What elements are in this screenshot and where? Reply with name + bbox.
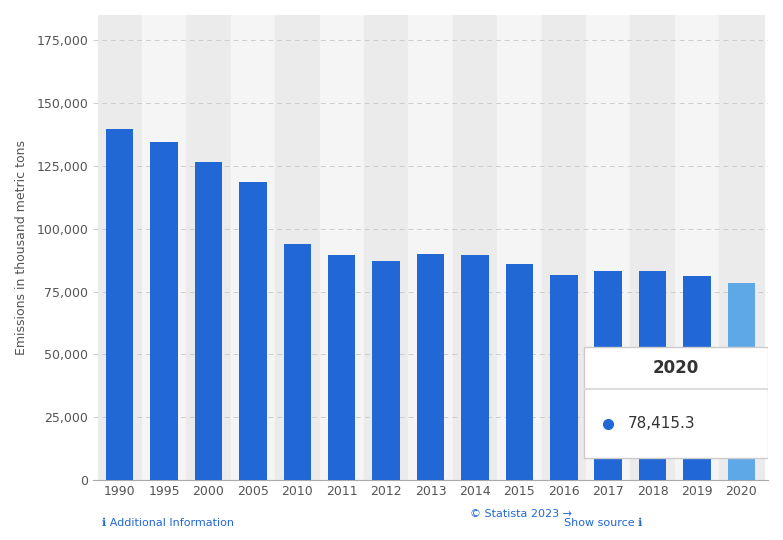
Bar [506, 264, 533, 480]
Bar [373, 261, 400, 480]
Bar [639, 272, 666, 480]
Text: © Statista 2023 →: © Statista 2023 → [470, 509, 572, 519]
Bar [727, 283, 755, 480]
Bar [186, 15, 231, 480]
Bar [719, 15, 763, 480]
Bar [583, 388, 768, 390]
Bar [328, 255, 355, 480]
Bar [239, 182, 267, 480]
Bar [142, 15, 186, 480]
Bar [684, 276, 711, 480]
Bar [542, 15, 586, 480]
Bar [195, 162, 222, 480]
Bar [283, 244, 311, 480]
Bar [675, 15, 719, 480]
Bar [583, 347, 768, 457]
Bar [550, 275, 578, 480]
Bar [497, 15, 542, 480]
Bar [231, 15, 275, 480]
Bar [453, 15, 497, 480]
Text: Show source ℹ: Show source ℹ [564, 518, 642, 528]
Bar [98, 15, 142, 480]
Bar [364, 15, 408, 480]
Bar [150, 142, 178, 480]
Bar [461, 255, 489, 480]
Bar [319, 15, 364, 480]
Bar [594, 272, 622, 480]
Bar [106, 130, 133, 480]
Text: ℹ Additional Information: ℹ Additional Information [102, 518, 234, 528]
Bar [417, 254, 444, 480]
Text: 2020: 2020 [653, 359, 699, 377]
Bar [408, 15, 453, 480]
Bar [630, 15, 675, 480]
Y-axis label: Emissions in thousand metric tons: Emissions in thousand metric tons [15, 140, 28, 355]
Bar [586, 15, 630, 480]
Bar [275, 15, 319, 480]
Text: 78,415.3: 78,415.3 [628, 416, 696, 431]
